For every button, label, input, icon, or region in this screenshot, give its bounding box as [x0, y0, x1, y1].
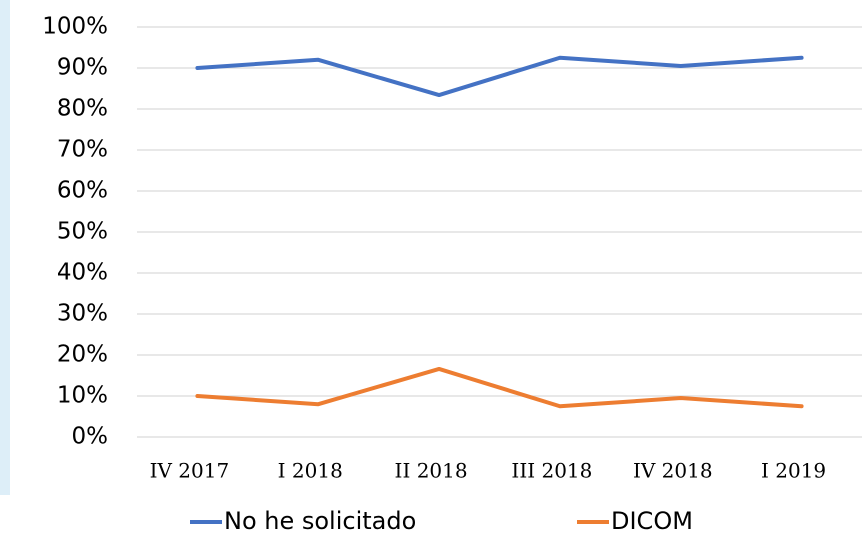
y-tick-label: 40% — [57, 260, 108, 286]
y-tick-label: 0% — [72, 424, 109, 450]
x-tick-label: III 2018 — [511, 459, 592, 483]
y-tick-label: 20% — [57, 342, 108, 368]
side-strip — [0, 0, 10, 495]
y-tick-label: 80% — [57, 96, 108, 122]
series-line — [195, 55, 804, 98]
y-tick-label: 90% — [57, 55, 108, 81]
x-tick-label: II 2018 — [395, 459, 468, 483]
y-tick-label: 10% — [57, 383, 108, 409]
y-tick-label: 30% — [57, 301, 108, 327]
x-tick-label: IV 2018 — [633, 459, 713, 483]
legend-label: No he solicitado — [224, 507, 416, 535]
x-tick-label: I 2018 — [278, 459, 343, 483]
legend-label: DICOM — [611, 507, 693, 535]
x-tick-label: IV 2017 — [150, 459, 230, 483]
x-tick-label: I 2019 — [761, 459, 826, 483]
y-tick-label: 50% — [57, 219, 108, 245]
series-line — [195, 366, 804, 409]
y-tick-label: 70% — [57, 137, 108, 163]
y-tick-label: 100% — [42, 14, 108, 40]
y-tick-label: 60% — [57, 178, 108, 204]
